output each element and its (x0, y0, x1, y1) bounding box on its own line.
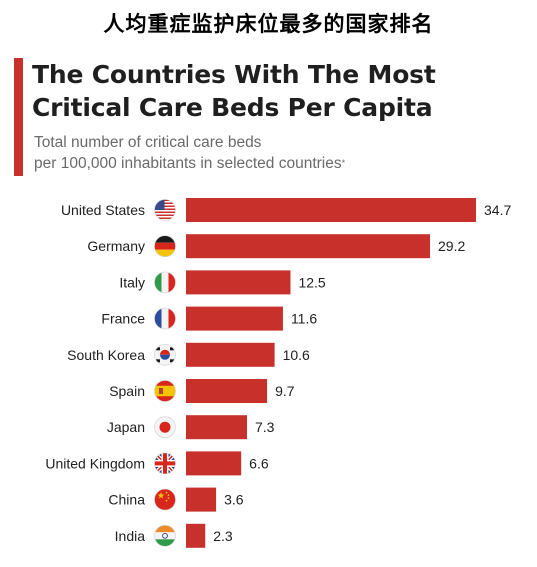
bar (186, 234, 431, 259)
chart-subtitle: Total number of critical care beds per 1… (34, 132, 514, 174)
value-label: 3.6 (224, 492, 244, 508)
footnote-mark: * (341, 158, 346, 168)
chart-subtitle-line-1: Total number of critical care beds (34, 134, 262, 151)
value-label: 7.3 (255, 419, 275, 435)
india-flag-icon (154, 524, 176, 547)
category-label: Japan (107, 419, 145, 435)
bar (186, 306, 283, 331)
us-flag-icon (154, 199, 176, 221)
page-caption: 人均重症监护床位最多的国家排名 (103, 12, 434, 36)
value-label: 34.7 (484, 202, 511, 218)
bar (186, 451, 242, 476)
bar (186, 415, 248, 440)
japan-flag-icon (154, 416, 176, 438)
category-label: France (101, 311, 145, 327)
category-label: Spain (109, 383, 145, 399)
category-label: United States (61, 202, 145, 218)
chart-subtitle-line-2-text: per 100,000 inhabitants in selected coun… (34, 155, 342, 172)
bar (186, 342, 275, 367)
spain-flag-icon (154, 380, 176, 402)
chart-subtitle-line-2: per 100,000 inhabitants in selected coun… (34, 153, 514, 174)
bar (186, 523, 206, 548)
bar (186, 270, 291, 295)
chart-title-line-1: The Countries With The Most (32, 60, 436, 89)
category-label: United Kingdom (45, 455, 145, 471)
category-label: India (115, 528, 146, 544)
italy-flag-icon (154, 271, 176, 294)
title-accent-bar (14, 58, 23, 176)
category-label: South Korea (67, 347, 145, 363)
south-korea-flag-icon (154, 344, 176, 366)
china-flag-icon (154, 488, 176, 511)
france-flag-icon (154, 307, 176, 330)
bar (186, 198, 476, 222)
category-label: Italy (119, 274, 145, 290)
chart-card: The Countries With The Most Critical Car… (8, 48, 529, 560)
value-label: 11.6 (291, 311, 317, 327)
chart-title: The Countries With The Most Critical Car… (32, 58, 527, 124)
bar-chart: United States 34.7 Germany 29.2 Italy 12.5 Fra… (45, 198, 511, 548)
bar (186, 487, 217, 512)
uk-flag-icon (154, 452, 176, 475)
value-label: 6.6 (249, 455, 269, 471)
value-label: 2.3 (213, 528, 233, 544)
value-label: 10.6 (283, 347, 310, 363)
value-label: 12.5 (298, 274, 325, 290)
chart-title-line-2: Critical Care Beds Per Capita (32, 93, 433, 122)
bar (186, 379, 268, 403)
category-label: Germany (87, 238, 145, 254)
germany-flag-icon (154, 235, 176, 258)
category-label: China (108, 492, 145, 508)
value-label: 9.7 (275, 383, 295, 399)
value-label: 29.2 (438, 238, 465, 254)
